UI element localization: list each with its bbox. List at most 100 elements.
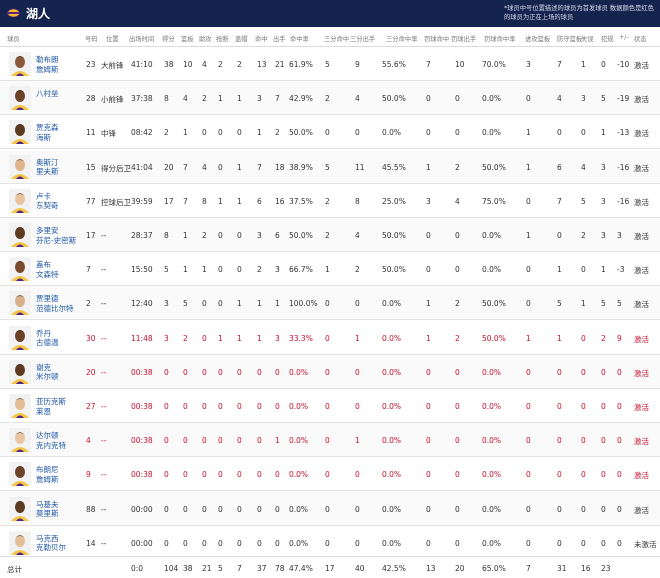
cell-pf: 0 [601, 436, 606, 446]
cell-tpm: 0 [325, 367, 330, 377]
cell-pts: 2 [164, 128, 169, 138]
player-avatar-icon[interactable] [9, 428, 31, 453]
cell-stl: 0 [218, 162, 223, 172]
player-avatar-icon[interactable] [9, 257, 31, 282]
cell-blk: 0 [237, 367, 242, 377]
total-fga: 78 [275, 564, 285, 573]
column-header-fta[interactable]: 罚球出手 [451, 36, 477, 43]
column-header-ftp[interactable]: 罚球命中率 [484, 36, 516, 43]
player-name-link[interactable]: 达尔顿 克内克特 [36, 431, 66, 450]
player-name-link[interactable]: 谢克 米尔顿 [36, 362, 59, 382]
column-header-dreb[interactable]: 防守篮板 [557, 36, 583, 43]
player-name-link[interactable]: 马克西 克勒贝尔 [36, 533, 66, 553]
player-name-link[interactable]: 多里安 芬尼-史密斯 [36, 226, 77, 245]
player-name-link[interactable]: 盖布 文森特 [36, 260, 59, 279]
player-avatar-icon[interactable] [9, 120, 31, 145]
player-avatar-icon[interactable] [9, 394, 31, 418]
player-name-link[interactable]: 布朗尼 詹姆斯 [36, 465, 59, 484]
column-header-pf[interactable]: 犯规 [601, 36, 614, 43]
player-name-link[interactable]: 勒布朗 詹姆斯 [36, 55, 59, 74]
column-header-fga[interactable]: 出手 [273, 36, 286, 43]
column-header-name[interactable]: 球员 [7, 36, 20, 43]
table-row[interactable]: 八村垒 28 小前锋 37:38 8 4 2 1 1 3 7 42.9% 2 4 50.0% 0 0 0.0% 0 4… [0, 81, 660, 116]
player-avatar-icon[interactable] [9, 291, 31, 316]
cell-ast: 0 [202, 299, 207, 309]
cell-tpa: 0 [355, 538, 360, 548]
column-header-reb[interactable]: 篮板 [181, 36, 194, 43]
column-header-ftm[interactable]: 罚球命中 [424, 36, 450, 43]
table-row[interactable]: 马克西 克勒贝尔 14 -- 00:00 0 0 0 0 0 0 0 0.0% 0 0 0.0% 0 0 0.0%… [0, 526, 660, 560]
player-avatar-icon[interactable] [9, 188, 31, 213]
column-header-tpm[interactable]: 三分命中 [324, 36, 350, 43]
cell-fgp: 37.5% [289, 196, 313, 206]
player-name-link[interactable]: 八村垒 [36, 89, 59, 99]
player-name-link[interactable]: 贾克森 海斯 [36, 123, 59, 142]
player-avatar-icon[interactable] [9, 530, 31, 555]
table-row[interactable]: 乔丹 古德温 30 -- 11:48 3 2 0 1 1 1 3 33.3% 0 1 0.0% 1 2 50.0%… [0, 321, 660, 355]
player-avatar-icon[interactable] [9, 359, 31, 384]
table-row[interactable]: 贾里德 范德比尔特 2 -- 12:40 3 5 0 0 1 1 1 100.0% 0 0 0.0% 1 2 50… [0, 286, 660, 321]
column-header-fgp[interactable]: 命中率 [290, 36, 309, 43]
column-header-status[interactable]: 状态 [634, 36, 647, 43]
cell-ftp: 0.0% [482, 470, 502, 480]
column-header-stl[interactable]: 抢断 [216, 36, 229, 43]
cell-ftp: 70.0% [482, 60, 506, 69]
table-row[interactable]: 达尔顿 克内克特 4 -- 00:38 0 0 0 0 0 0 1 0.0% 0 1 0.0% 0 0 0.0% 0… [0, 423, 660, 458]
cell-pos: -- [101, 333, 107, 343]
cell-dreb: 1 [557, 333, 562, 343]
cell-pts: 0 [164, 470, 169, 480]
cell-fgp: 0.0% [289, 470, 309, 480]
player-avatar-icon[interactable] [9, 223, 31, 247]
cell-fga: 16 [275, 196, 285, 206]
column-header-pts[interactable]: 得分 [162, 36, 175, 43]
column-header-blk[interactable]: 盖帽 [235, 36, 248, 43]
column-header-tov[interactable]: 失误 [581, 36, 594, 43]
cell-num: 7 [86, 265, 91, 275]
table-row[interactable]: 奥斯汀 里夫斯 15 得分后卫 41:04 20 7 4 0 1 7 18 38.9% 5 11 45.5%… [0, 149, 660, 184]
table-row[interactable]: 布朗尼 詹姆斯 9 -- 00:38 0 0 0 0 0 0 0 0.0% 0 0 0.0% 0 0 0.0% 0 0… [0, 457, 660, 492]
column-header-pm[interactable]: +/- [619, 34, 629, 41]
player-avatar-icon[interactable] [9, 325, 31, 350]
player-avatar-icon[interactable] [9, 462, 31, 487]
cell-tpa: 4 [355, 231, 360, 240]
player-name-link[interactable]: 马基夫 莫里斯 [36, 499, 59, 519]
player-name-link[interactable]: 亚历克斯 莱恩 [36, 397, 66, 416]
table-row[interactable]: 勒布朗 詹姆斯 23 大前锋 41:10 38 10 4 2 2 13 21 61.9% 5 9 55.6%… [0, 47, 660, 81]
table-row[interactable]: 多里安 芬尼-史密斯 17 -- 28:37 8 1 2 0 0 3 6 50.0% 2 4 50.0% 0 0… [0, 218, 660, 252]
cell-fgp: 0.0% [289, 538, 309, 548]
cell-fga: 0 [275, 538, 280, 548]
player-name-link[interactable]: 乔丹 古德温 [36, 328, 59, 348]
player-name-link[interactable]: 卢卡 东契奇 [36, 191, 59, 211]
table-row[interactable]: 卢卡 东契奇 77 控球后卫 39:59 17 7 8 1 1 6 16 37.5% 2 8 25.0% 3 4… [0, 184, 660, 218]
player-avatar-icon[interactable] [9, 86, 31, 111]
column-header-oreb[interactable]: 进攻篮板 [525, 36, 551, 43]
cell-fta: 0 [455, 231, 460, 240]
player-avatar-icon[interactable] [9, 52, 31, 76]
column-header-fgm[interactable]: 命中 [255, 36, 268, 43]
table-row[interactable]: 盖布 文森特 7 -- 15:50 5 1 1 0 0 2 3 66.7% 1 2 50.0% 0 0 0.0% 0… [0, 252, 660, 287]
cell-pm: 0 [617, 402, 622, 411]
column-header-pos[interactable]: 位置 [106, 36, 119, 43]
column-header-ast[interactable]: 助攻 [199, 36, 212, 43]
player-avatar-icon[interactable] [9, 154, 31, 179]
total-ast: 21 [202, 564, 212, 573]
column-header-num[interactable]: 号码 [85, 36, 98, 43]
cell-tpp: 0.0% [382, 538, 402, 548]
table-row[interactable]: 贾克森 海斯 11 中锋 08:42 2 1 0 0 0 1 2 50.0% 0 0 0.0% 0 0 0.0% 1… [0, 115, 660, 150]
cell-fga: 0 [275, 470, 280, 480]
column-header-min[interactable]: 出场时间 [129, 36, 155, 43]
player-name-link[interactable]: 奥斯汀 里夫斯 [36, 157, 59, 177]
cell-tpp: 0.0% [382, 402, 402, 411]
player-avatar-icon[interactable] [9, 496, 31, 521]
cell-tov: 1 [581, 299, 586, 309]
total-oreb: 7 [526, 564, 531, 573]
column-header-tpp[interactable]: 三分命中率 [386, 36, 418, 43]
cell-dreb: 0 [557, 402, 562, 411]
cell-ftp: 0.0% [482, 94, 502, 104]
table-row[interactable]: 马基夫 莫里斯 88 -- 00:00 0 0 0 0 0 0 0 0.0% 0 0 0.0% 0 0 0.0% 0… [0, 491, 660, 526]
table-row[interactable]: 谢克 米尔顿 20 -- 00:38 0 0 0 0 0 0 0 0.0% 0 0 0.0% 0 0 0.0% 0 0… [0, 354, 660, 389]
player-name-link[interactable]: 贾里德 范德比尔特 [36, 294, 74, 313]
table-row[interactable]: 亚历克斯 莱恩 27 -- 00:38 0 0 0 0 0 0 0 0.0% 0 0 0.0% 0 0 0.0% 0… [0, 389, 660, 423]
cell-pos: -- [101, 402, 107, 411]
column-header-tpa[interactable]: 三分出手 [350, 36, 376, 43]
